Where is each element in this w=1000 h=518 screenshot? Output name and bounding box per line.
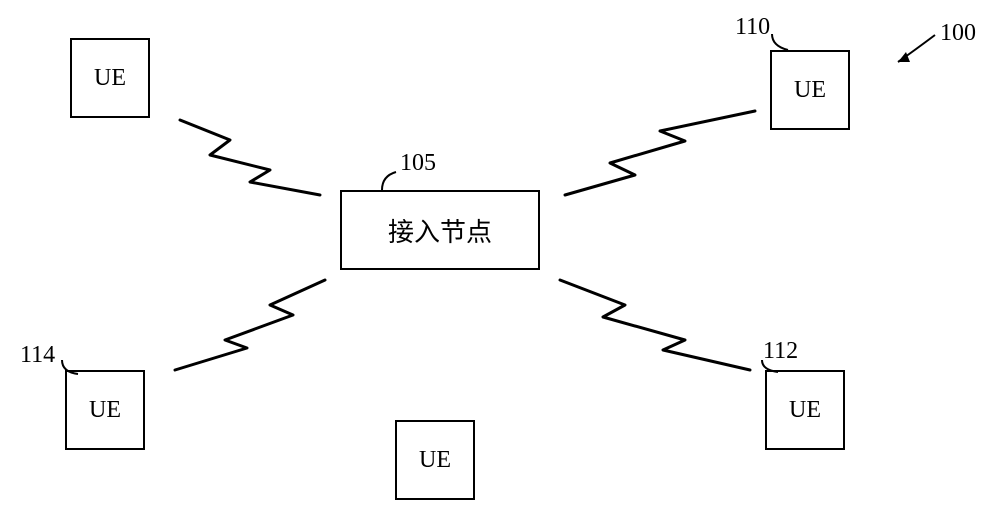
leader-112: [758, 356, 784, 376]
access-node-label: 接入节点: [388, 212, 492, 249]
wireless-bolt-br: [555, 275, 760, 375]
leader-100: [890, 30, 940, 70]
wireless-bolt-bl: [165, 275, 335, 375]
leader-110: [770, 32, 800, 54]
wireless-bolt-tr: [555, 105, 765, 205]
ue-node-top-left: UE: [70, 38, 150, 118]
leader-114: [58, 358, 84, 378]
ue-node-bottom-mid: UE: [395, 420, 475, 500]
ue-label: UE: [794, 77, 826, 104]
ref-label-110: 110: [735, 14, 770, 41]
ue-node-top-right: UE: [770, 50, 850, 130]
ue-node-bottom-left: UE: [65, 370, 145, 450]
leader-105: [378, 170, 404, 192]
ue-label: UE: [789, 397, 821, 424]
ref-label-114: 114: [20, 342, 55, 369]
wireless-bolt-tl: [170, 110, 330, 200]
ue-node-bottom-right: UE: [765, 370, 845, 450]
ref-label-100: 100: [940, 20, 976, 47]
ue-label: UE: [94, 65, 126, 92]
access-node: 接入节点: [340, 190, 540, 270]
ref-label-105: 105: [400, 150, 436, 177]
ue-label: UE: [419, 447, 451, 474]
ue-label: UE: [89, 397, 121, 424]
